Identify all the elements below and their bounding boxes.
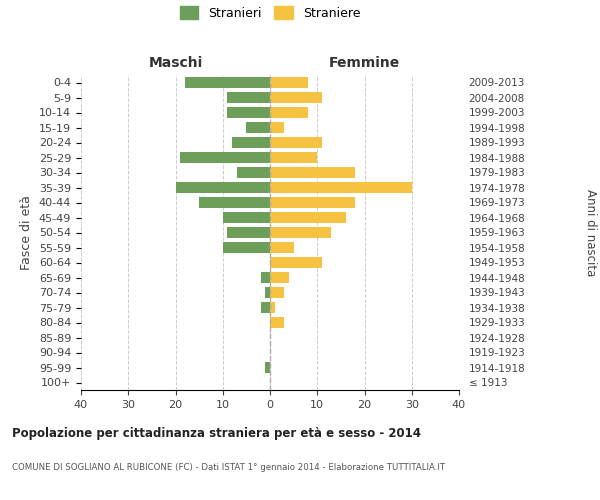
Bar [270, 152, 317, 163]
Bar [237, 167, 270, 178]
Bar [232, 137, 270, 148]
Bar [185, 77, 270, 88]
Bar [180, 152, 270, 163]
Text: COMUNE DI SOGLIANO AL RUBICONE (FC) - Dati ISTAT 1° gennaio 2014 - Elaborazione : COMUNE DI SOGLIANO AL RUBICONE (FC) - Da… [12, 462, 445, 471]
Bar [270, 137, 322, 148]
Bar [270, 212, 346, 223]
Bar [199, 197, 270, 208]
Text: Popolazione per cittadinanza straniera per età e sesso - 2014: Popolazione per cittadinanza straniera p… [12, 428, 421, 440]
Text: Femmine: Femmine [329, 56, 400, 70]
Bar [270, 167, 355, 178]
Bar [265, 287, 270, 298]
Bar [176, 182, 270, 193]
Bar [270, 287, 284, 298]
Bar [223, 212, 270, 223]
Bar [227, 92, 270, 103]
Legend: Stranieri, Straniere: Stranieri, Straniere [179, 6, 361, 20]
Bar [270, 197, 355, 208]
Bar [270, 227, 331, 238]
Bar [223, 242, 270, 253]
Bar [227, 107, 270, 118]
Bar [270, 122, 284, 133]
Bar [270, 317, 284, 328]
Bar [270, 77, 308, 88]
Bar [247, 122, 270, 133]
Bar [260, 272, 270, 283]
Bar [260, 302, 270, 313]
Bar [227, 227, 270, 238]
Text: Anni di nascita: Anni di nascita [584, 189, 597, 276]
Bar [265, 362, 270, 373]
Y-axis label: Fasce di età: Fasce di età [20, 195, 34, 270]
Bar [270, 107, 308, 118]
Bar [270, 257, 322, 268]
Bar [270, 92, 322, 103]
Bar [270, 182, 412, 193]
Text: Maschi: Maschi [148, 56, 203, 70]
Bar [270, 302, 275, 313]
Bar [270, 272, 289, 283]
Bar [270, 242, 293, 253]
